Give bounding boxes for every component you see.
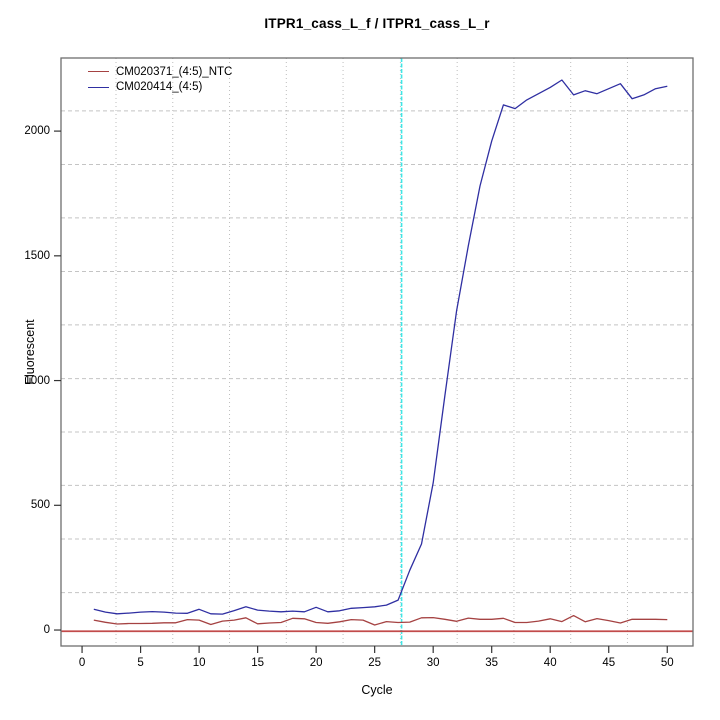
x-tick-label: 30 (426, 657, 440, 669)
x-tick-label: 20 (309, 657, 323, 669)
y-tick-label: 1500 (24, 249, 50, 262)
sample-curve (93, 79, 668, 615)
legend-label-sample: CM020414_(4:5) (116, 81, 203, 94)
y-tick-label: 1000 (24, 374, 50, 387)
x-tick-label: 35 (485, 657, 499, 669)
x-tick-label: 5 (137, 657, 144, 669)
ntc-curve (93, 614, 668, 626)
x-tick-label: 0 (78, 657, 86, 669)
x-axis-title: Cycle (361, 683, 393, 697)
y-tick-label: 0 (43, 624, 50, 637)
x-tick-label: 45 (602, 657, 616, 669)
x-tick-label: 50 (660, 657, 674, 669)
legend-label-ntc: CM020371_(4:5)_NTC (116, 65, 233, 78)
x-tick-label: 15 (251, 657, 264, 669)
ntc-line-swatch (88, 71, 109, 73)
legend-item-sample: CM020414_(4:5) (88, 80, 232, 96)
legend: CM020371_(4:5)_NTC CM020414_(4:5) (88, 64, 232, 95)
x-tick-label: 10 (192, 657, 206, 669)
legend-item-ntc: CM020371_(4:5)_NTC (88, 64, 232, 80)
plot-border (60, 57, 694, 647)
y-tick-label: 2000 (24, 125, 50, 138)
chart-title: ITPR1_cass_L_f / ITPR1_cass_L_r (264, 16, 490, 31)
x-tick-label: 25 (368, 657, 382, 669)
x-tick-label: 40 (543, 657, 557, 669)
y-tick-label: 500 (30, 499, 50, 512)
sample-line-swatch (88, 86, 109, 88)
